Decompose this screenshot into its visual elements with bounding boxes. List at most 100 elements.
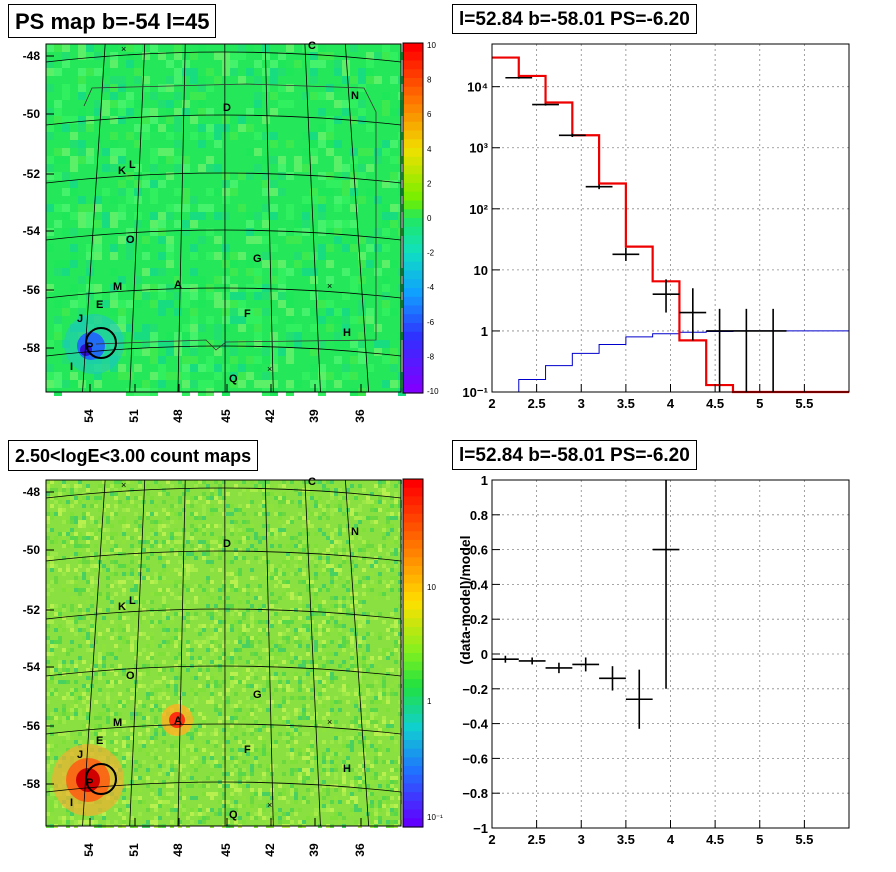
residual-x-tick-label: 5 — [756, 832, 763, 847]
ps-colorbar-tick-label: 6 — [427, 110, 432, 119]
residual-y-tick-label: 0.4 — [470, 577, 489, 592]
map-y-tick-label: -56 — [23, 283, 41, 297]
residual-y-tick-label: −0.8 — [462, 786, 488, 801]
spectrum-data-point — [532, 103, 559, 106]
map-x-tick-label: 51 — [127, 843, 141, 857]
ps-colorbar-tick-label: 4 — [427, 145, 432, 154]
map-x-tick-label: 45 — [219, 843, 233, 857]
ps-map-latitude-line — [45, 287, 402, 299]
count-map-latitude-line — [45, 550, 402, 562]
ps-colorbar-tick-label: -8 — [427, 352, 435, 361]
map-source-label-l: L — [129, 159, 136, 171]
spectrum-data-point — [612, 247, 640, 261]
ps-map-longitude-line — [304, 43, 321, 393]
ps-colorbar-tick-label: 8 — [427, 76, 432, 85]
ps-map-longitude-line — [129, 43, 146, 393]
residual-x-tick-label: 5.5 — [795, 832, 813, 847]
spectrum-y-tick-label: 10⁴ — [467, 80, 488, 95]
spectrum-title: l=52.84 b=-58.01 PS=-6.20 — [452, 4, 697, 34]
ps-map-longitude-line — [264, 43, 274, 393]
map-cross-mark: × — [327, 281, 332, 291]
count-map-longitude-line — [129, 479, 146, 827]
map-y-tick-label: -50 — [23, 543, 41, 557]
residual-y-tick-label: −0.6 — [462, 751, 488, 766]
spectrum-data-point — [706, 308, 733, 392]
ps-map-panel: C N D K L O G M A E F J H P I Q × × × — [45, 40, 424, 396]
map-x-tick-label: 42 — [263, 843, 277, 857]
map-x-tick-label: 54 — [82, 843, 96, 857]
count-map-longitude-line — [82, 479, 106, 827]
spectrum-data-point — [652, 279, 680, 313]
ps-map-latitude-line — [45, 114, 402, 126]
count-colorbar-tick-label: 1 — [427, 697, 432, 706]
spectrum-x-tick-label: 3.5 — [617, 396, 635, 411]
map-cross-mark: × — [267, 800, 272, 810]
map-x-tick-label: 51 — [127, 409, 141, 423]
map-source-label-e: E — [96, 735, 103, 747]
map-source-label-j: J — [77, 313, 83, 325]
spectrum-model-histogram — [492, 56, 849, 394]
map-source-label-q: Q — [229, 809, 238, 821]
ps-colorbar-tick-label: -6 — [427, 318, 435, 327]
spectrum-y-tick-label: 1 — [481, 324, 488, 339]
map-source-label-a: A — [174, 279, 182, 291]
residual-data-point — [545, 662, 573, 674]
count-map-latitude-line — [45, 487, 402, 499]
residual-title: l=52.84 b=-58.01 PS=-6.20 — [452, 440, 697, 470]
spectrum-x-tick-label: 2 — [488, 396, 495, 411]
map-x-tick-label: 48 — [171, 843, 185, 857]
residual-x-tick-label: 4.5 — [706, 832, 724, 847]
map-source-label-h: H — [343, 763, 351, 775]
ps-map-title: PS map b=-54 l=45 — [8, 4, 217, 38]
count-map-frame — [45, 479, 402, 827]
ps-map-target-circle — [85, 327, 117, 359]
map-source-label-m: M — [113, 717, 122, 729]
map-y-tick-label: -54 — [23, 224, 41, 238]
map-x-tick-label: 54 — [82, 409, 96, 423]
residual-y-tick-label: −1 — [473, 821, 488, 836]
residual-x-tick-label: 4 — [667, 832, 675, 847]
map-cross-mark: × — [121, 44, 126, 54]
map-source-label-a: A — [174, 715, 182, 727]
ps-map-longitude-line — [344, 43, 370, 393]
map-y-tick-label: -50 — [23, 107, 41, 121]
ps-colorbar — [402, 42, 424, 394]
ps-colorbar-tick-label: -2 — [427, 249, 435, 258]
spectrum-data-point — [558, 133, 586, 137]
map-source-label-k: K — [118, 165, 126, 177]
map-x-tick-label: 39 — [307, 843, 321, 857]
count-map-target-circle — [85, 763, 117, 795]
count-map-longitude-line — [344, 479, 370, 827]
spectrum-x-tick-label: 5.5 — [795, 396, 813, 411]
residual-y-axis-label: (data-model)/model — [457, 535, 473, 664]
spectrum-data-point — [585, 184, 613, 190]
spectrum-y-tick-label: 10² — [469, 202, 488, 217]
map-source-label-d: D — [223, 538, 231, 550]
map-source-label-c: C — [308, 40, 316, 52]
count-colorbar-tick-label: 10 — [427, 583, 436, 592]
spectrum-y-tick-label: 10 — [474, 263, 488, 278]
residual-x-tick-label: 3.5 — [617, 832, 635, 847]
residual-y-tick-label: 0.2 — [470, 612, 488, 627]
ps-map-longitude-line — [82, 43, 106, 393]
map-x-tick-label: 48 — [171, 409, 185, 423]
residual-x-tick-label: 3 — [578, 832, 585, 847]
map-x-tick-label: 39 — [307, 409, 321, 423]
spectrum-x-tick-label: 2.5 — [528, 396, 546, 411]
map-source-label-i: I — [70, 797, 73, 809]
count-map-latitude-line — [45, 723, 402, 735]
map-source-label-j: J — [77, 749, 83, 761]
residual-y-tick-label: 0 — [481, 647, 488, 662]
map-cross-mark: × — [327, 717, 332, 727]
ps-colorbar-tick-label: 10 — [427, 41, 436, 50]
map-x-tick-label: 42 — [263, 409, 277, 423]
spectrum-data-point — [732, 308, 760, 392]
map-x-tick-label: 36 — [353, 843, 367, 857]
map-source-label-p: P — [86, 777, 93, 789]
spectrum-data-point — [505, 76, 533, 79]
residual-data-point — [652, 480, 680, 689]
count-map-longitude-line — [264, 479, 274, 827]
spectrum-y-tick-label: 10⁻¹ — [462, 385, 488, 400]
residual-data-point — [518, 657, 546, 665]
count-map-panel: C N D K L O G M A E F J H P I Q × × × — [45, 476, 424, 828]
